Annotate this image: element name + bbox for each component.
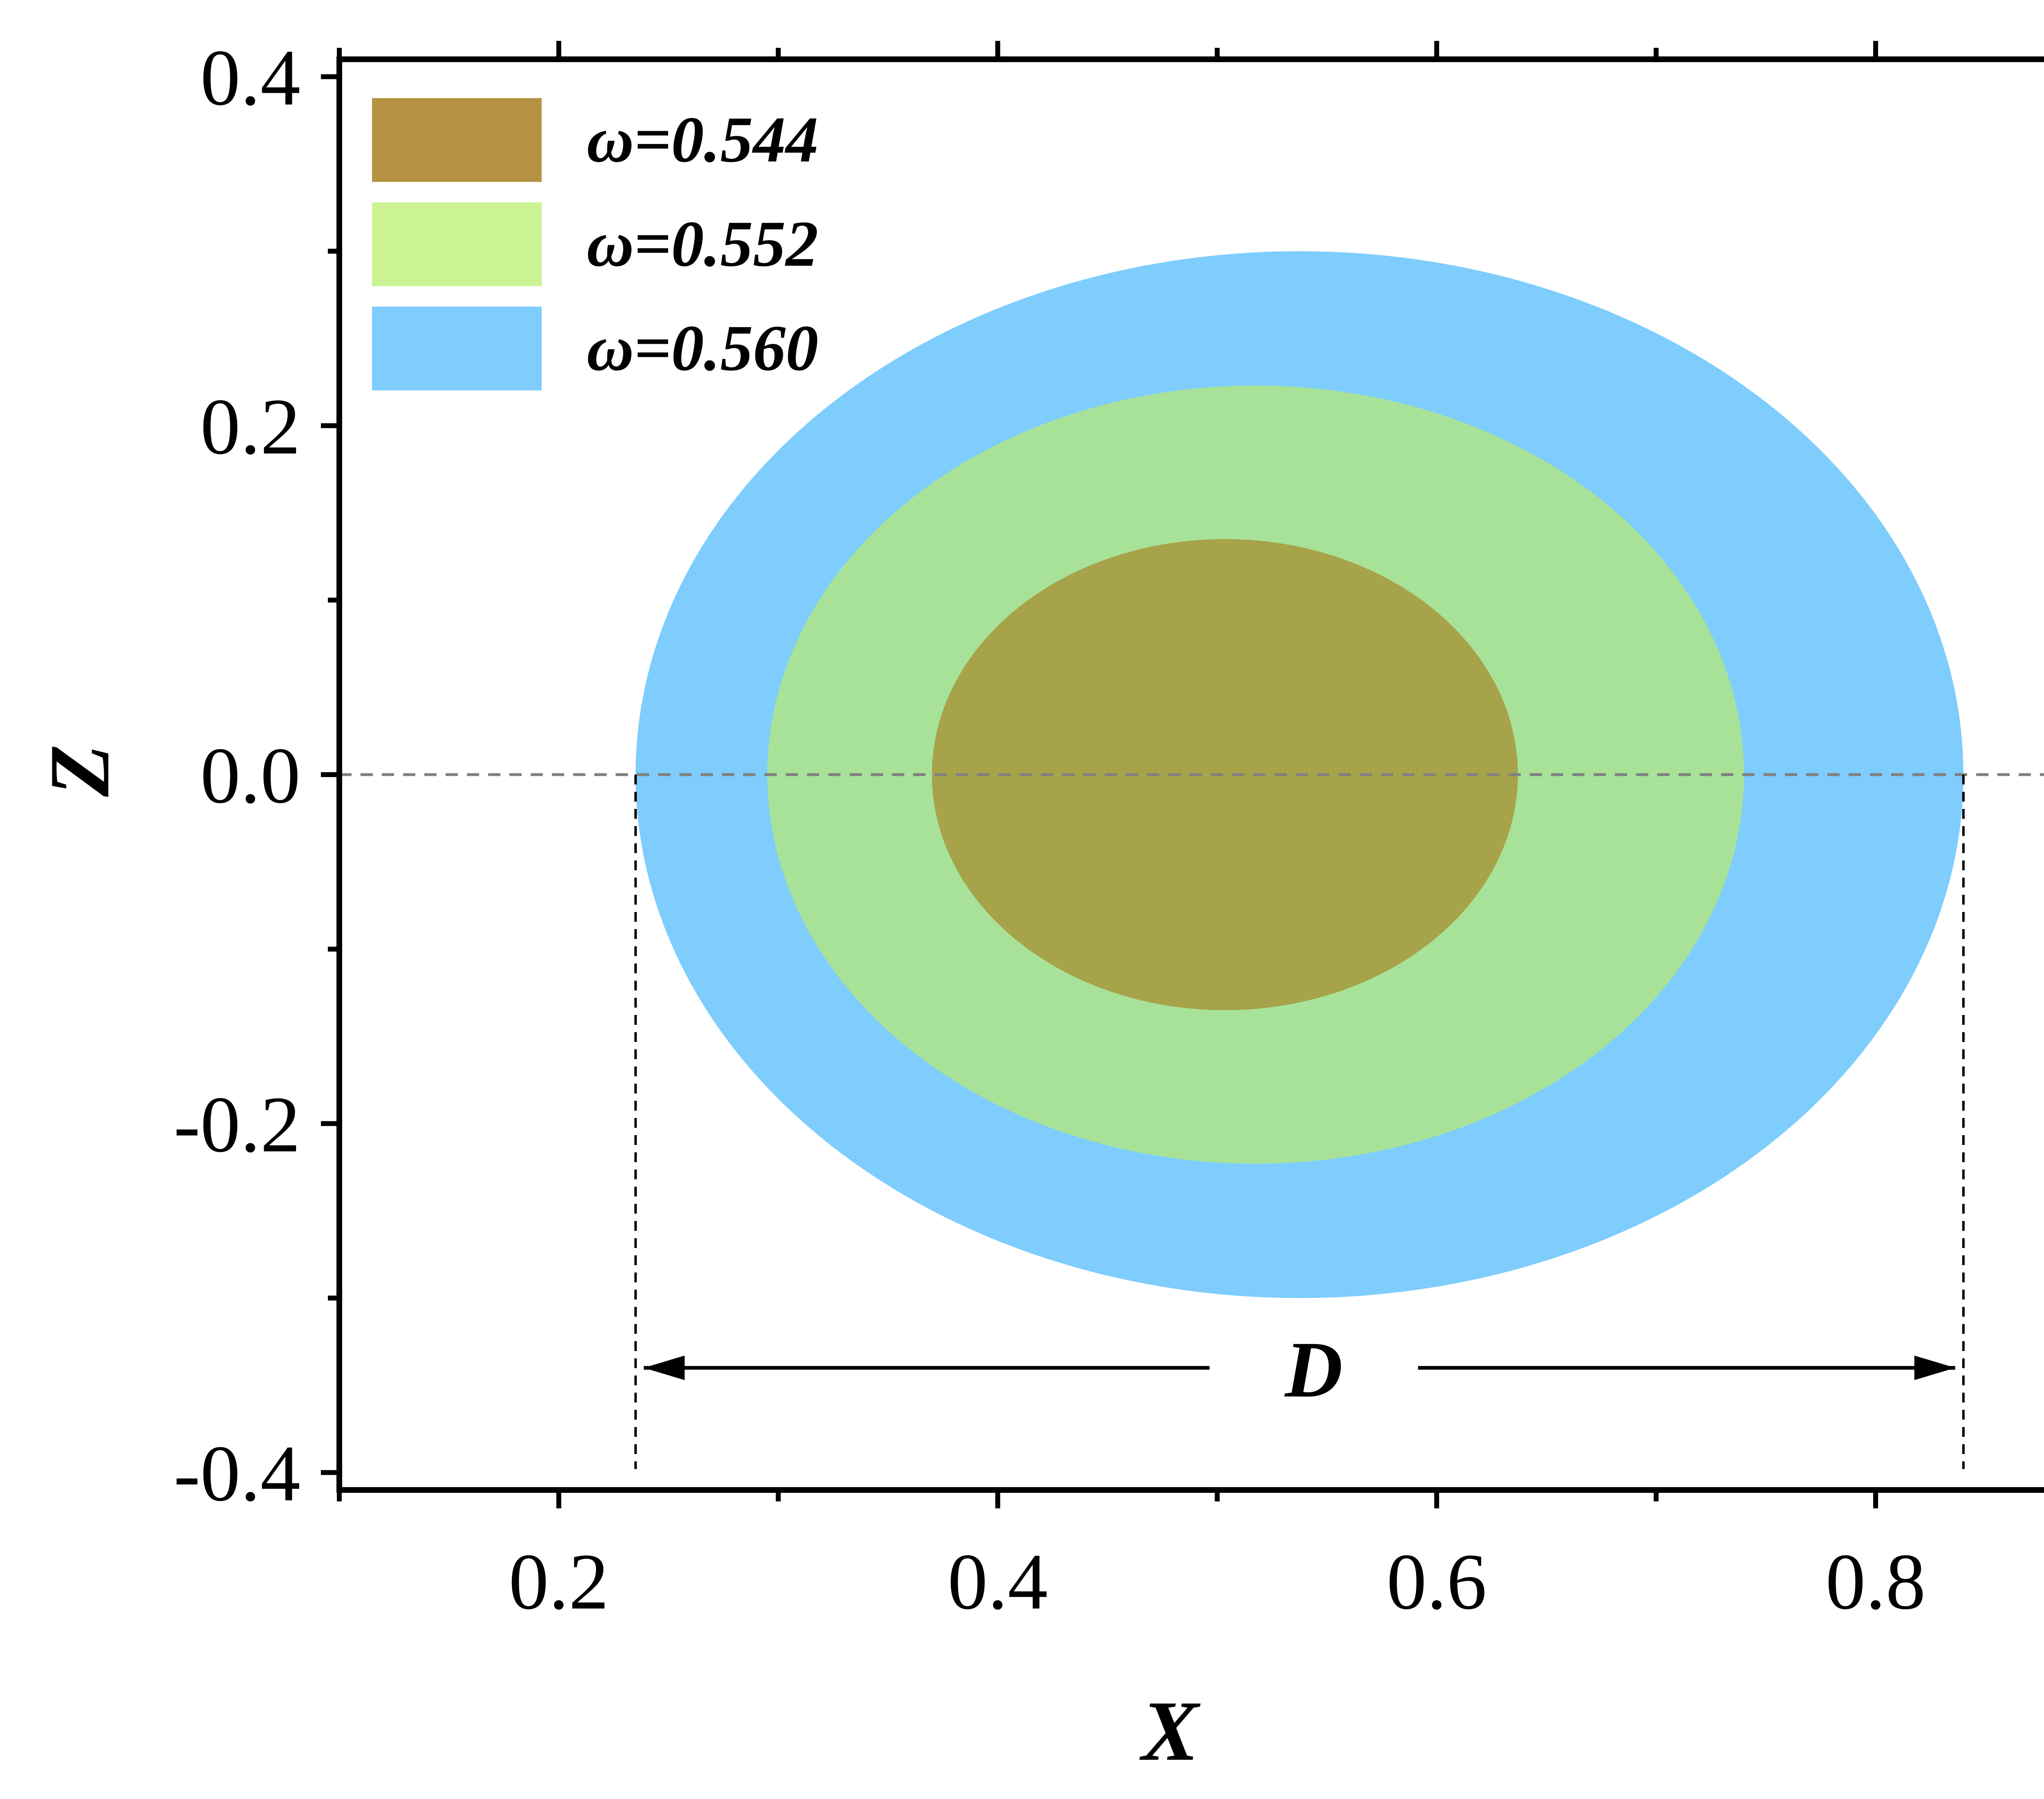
x-tick-label: 0.6: [1387, 1537, 1487, 1626]
x-tick-label: 0.2: [509, 1537, 609, 1626]
legend-label: ω=0.544: [587, 103, 818, 176]
axes: 0.2 0.4 0.6 0.8 0.4 0.2 0.0 -0.2 -0.4 X Z: [32, 34, 2044, 1779]
legend-label: ω=0.552: [587, 207, 818, 280]
y-tick-label: -0.2: [174, 1080, 300, 1169]
legend-swatch: [372, 307, 542, 390]
legend-label: ω=0.560: [587, 311, 818, 384]
x-tick-label: 0.8: [1826, 1537, 1926, 1626]
y-tick-label: 0.0: [200, 731, 300, 820]
x-axis-title: X: [1139, 1684, 1201, 1779]
x-tick-label: 0.4: [948, 1537, 1048, 1626]
legend: ω=0.544 ω=0.552 ω=0.560: [372, 98, 818, 390]
y-axis-title: Z: [32, 744, 127, 797]
y-tick-label: -0.4: [174, 1429, 300, 1518]
y-tick-label: 0.4: [200, 34, 300, 122]
region-3: [932, 539, 1518, 1010]
legend-swatch: [372, 98, 542, 182]
y-tick-label: 0.2: [200, 382, 300, 471]
annotations: D: [339, 773, 2044, 1469]
legend-swatch: [372, 202, 542, 286]
dimension-label: D: [1284, 1325, 1343, 1414]
